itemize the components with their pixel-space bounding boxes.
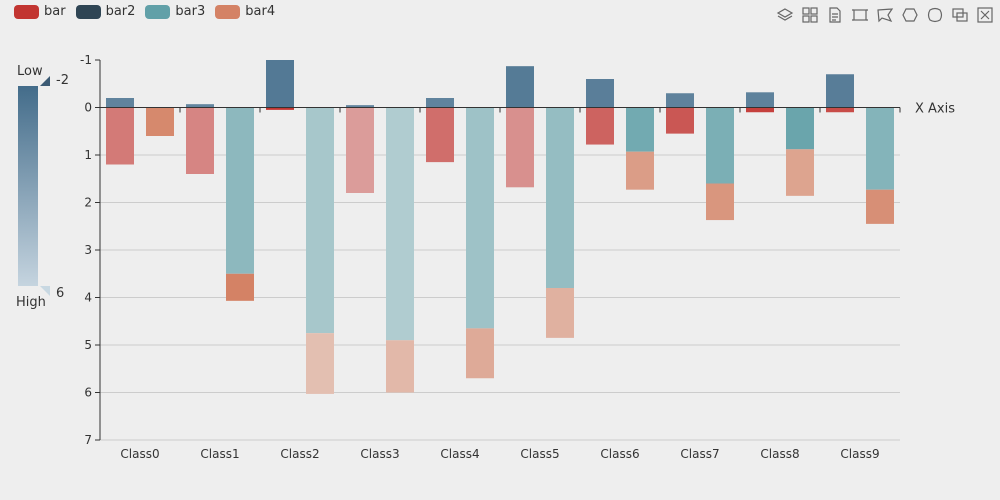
data-view-icon[interactable] (826, 6, 844, 24)
visual-map-min-value: 6 (56, 286, 65, 301)
x-category-label: Class9 (840, 447, 879, 461)
y-tick-label: 2 (84, 196, 92, 210)
legend-swatch-bar2 (75, 4, 101, 19)
bar-bar-class9[interactable] (826, 107, 854, 113)
visual-map-max-value: -2 (56, 73, 69, 88)
x-category-label: Class3 (360, 447, 399, 461)
x-category-label: Class6 (600, 447, 639, 461)
bar-bar-class8[interactable] (746, 107, 774, 113)
toolbox (776, 6, 994, 24)
legend-label-bar3: bar3 (175, 4, 206, 19)
legend-swatch-bar (14, 4, 39, 19)
legend-swatch-bar3 (145, 4, 171, 19)
bar-bar4-class8[interactable] (786, 149, 814, 196)
bar-bar3-class9[interactable] (866, 107, 894, 190)
layers-icon[interactable] (776, 6, 794, 24)
legend-item-bar[interactable]: bar (14, 4, 66, 19)
y-tick-label: -1 (80, 53, 92, 67)
bar-bar2-class2[interactable] (266, 60, 294, 108)
bar-bar-class2[interactable] (266, 107, 294, 110)
bar-bar3-class1[interactable] (226, 107, 254, 274)
bar-bar4-class2[interactable] (306, 333, 334, 394)
bar-bar-class6[interactable] (586, 107, 614, 145)
bar-bar2-class7[interactable] (666, 93, 694, 108)
y-tick-label: 7 (84, 433, 92, 447)
bar-bar2-class4[interactable] (426, 98, 454, 108)
y-tick-label: 6 (84, 386, 92, 400)
x-category-label: Class8 (760, 447, 799, 461)
bar-bar4-class0[interactable] (146, 107, 174, 137)
bar-bar-class4[interactable] (426, 107, 454, 163)
lasso-select-icon[interactable] (876, 6, 894, 24)
zoom-reset-icon[interactable] (976, 6, 994, 24)
bar-bar3-class2[interactable] (306, 107, 334, 334)
visual-map-high-label: High (16, 295, 46, 310)
legend-label-bar4: bar4 (245, 4, 276, 19)
bar-bar4-class9[interactable] (866, 189, 894, 224)
bar-bar-class1[interactable] (186, 107, 214, 175)
visual-map-bottom-handle[interactable] (40, 286, 50, 296)
x-category-label: Class2 (280, 447, 319, 461)
x-category-label: Class0 (120, 447, 159, 461)
bar-bar2-class1[interactable] (186, 104, 214, 108)
bar-bar4-class4[interactable] (466, 328, 494, 379)
bar-bar3-class7[interactable] (706, 107, 734, 184)
bar-bar-class7[interactable] (666, 107, 694, 134)
y-tick-label: 0 (84, 101, 92, 115)
grid-icon[interactable] (801, 6, 819, 24)
bar-bar3-class3[interactable] (386, 107, 414, 341)
bar-bar-class0[interactable] (106, 107, 134, 165)
bar-bar2-class6[interactable] (586, 79, 614, 108)
visual-map-gradient-bar[interactable] (18, 86, 38, 286)
bar-bar4-class5[interactable] (546, 288, 574, 338)
bar-bar4-class1[interactable] (226, 273, 254, 301)
bar-bar2-class0[interactable] (106, 98, 134, 108)
bar-bar2-class9[interactable] (826, 74, 854, 108)
x-category-label: Class1 (200, 447, 239, 461)
x-category-label: Class5 (520, 447, 559, 461)
bar-bar3-class5[interactable] (546, 107, 574, 289)
x-category-label: Class7 (680, 447, 719, 461)
legend-item-bar2[interactable]: bar2 (75, 4, 136, 19)
y-tick-label: 4 (84, 291, 92, 305)
legend-label-bar: bar (44, 4, 66, 19)
legend-item-bar3[interactable]: bar3 (145, 4, 205, 19)
x-category-label: Class4 (440, 447, 479, 461)
bar-bar4-class3[interactable] (386, 340, 414, 393)
bar-bar3-class6[interactable] (626, 107, 654, 152)
y-tick-label: 3 (84, 243, 92, 257)
visual-map-low-label: Low (17, 64, 43, 79)
y-tick-label: 5 (84, 338, 92, 352)
rect-select-icon[interactable] (851, 6, 869, 24)
zoom-icon[interactable] (951, 6, 969, 24)
bar-bar2-class5[interactable] (506, 66, 534, 108)
x-axis-label: X Axis (915, 102, 955, 117)
bar-bar3-class4[interactable] (466, 107, 494, 329)
clear-select-icon[interactable] (926, 6, 944, 24)
bar-bar-class5[interactable] (506, 107, 534, 188)
bar-bar-class3[interactable] (346, 107, 374, 194)
visual-map-top-handle[interactable] (40, 76, 50, 86)
bar-bar2-class3[interactable] (346, 105, 374, 108)
legend: bar bar2 bar3 bar4 (14, 4, 275, 19)
keep-select-icon[interactable] (901, 6, 919, 24)
legend-item-bar4[interactable]: bar4 (215, 4, 275, 19)
y-tick-label: 1 (84, 148, 92, 162)
legend-swatch-bar4 (215, 4, 241, 19)
bar-bar3-class8[interactable] (786, 107, 814, 150)
bar-bar2-class8[interactable] (746, 92, 774, 108)
bar-bar4-class7[interactable] (706, 183, 734, 221)
bar-bar4-class6[interactable] (626, 151, 654, 190)
legend-label-bar2: bar2 (105, 4, 136, 19)
